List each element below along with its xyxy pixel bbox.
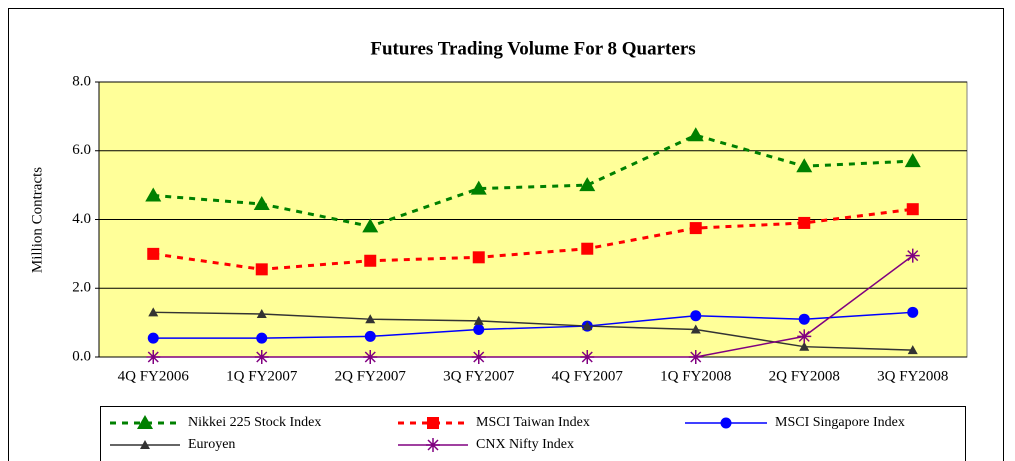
- marker: [579, 177, 596, 192]
- marker: [148, 307, 159, 317]
- legend-label: Euroyen: [188, 437, 235, 452]
- marker: [254, 350, 269, 364]
- marker: [473, 315, 484, 325]
- y-tick-label: 2.0: [72, 280, 91, 296]
- marker: [906, 203, 919, 216]
- marker: [147, 332, 159, 344]
- marker: [363, 350, 378, 364]
- marker: [580, 350, 595, 364]
- marker: [362, 218, 379, 233]
- x-tick-label: 2Q FY2007: [335, 368, 407, 384]
- marker: [256, 309, 267, 319]
- series-line: [153, 133, 913, 228]
- marker: [145, 187, 162, 202]
- y-tick-label: 8.0: [72, 73, 91, 89]
- x-tick-label: 1Q FY2007: [226, 368, 298, 384]
- marker: [365, 314, 376, 324]
- marker: [364, 254, 377, 267]
- series-line: [153, 311, 913, 339]
- y-tick-label: 4.0: [72, 211, 91, 227]
- marker: [472, 251, 485, 264]
- marker: [146, 350, 161, 364]
- x-tick-label: 2Q FY2008: [769, 368, 840, 384]
- x-tick-label: 4Q FY2006: [118, 368, 190, 384]
- marker: [140, 440, 150, 449]
- series-line: [153, 207, 913, 271]
- marker: [907, 345, 918, 355]
- marker: [907, 306, 919, 318]
- marker: [904, 153, 921, 168]
- marker: [256, 332, 268, 344]
- marker: [471, 350, 486, 364]
- marker: [690, 324, 701, 334]
- marker: [798, 216, 811, 229]
- legend: [100, 406, 966, 461]
- legend-label: MSCI Taiwan Index: [476, 415, 590, 430]
- marker: [687, 127, 704, 142]
- marker: [255, 263, 268, 276]
- marker: [253, 196, 270, 211]
- series-line: [153, 311, 913, 351]
- y-tick-label: 0.0: [72, 348, 91, 364]
- marker: [427, 417, 439, 429]
- marker: [796, 158, 813, 173]
- marker: [426, 438, 440, 452]
- series-line: [153, 254, 914, 358]
- marker: [582, 321, 593, 331]
- marker: [137, 415, 153, 429]
- marker: [688, 350, 703, 364]
- legend-label: Nikkei 225 Stock Index: [188, 415, 321, 430]
- legend-label: MSCI Singapore Index: [775, 415, 905, 430]
- y-axis-label: Million Contracts: [29, 167, 45, 273]
- legend-label: CNX Nifty Index: [476, 437, 574, 452]
- x-tick-label: 3Q FY2007: [443, 368, 515, 384]
- marker: [797, 329, 812, 344]
- marker: [799, 341, 810, 351]
- marker: [690, 310, 702, 322]
- marker: [689, 222, 702, 235]
- marker: [364, 330, 376, 342]
- x-tick-label: 3Q FY2008: [877, 368, 948, 384]
- marker: [798, 313, 810, 325]
- marker: [470, 180, 487, 195]
- marker: [905, 248, 920, 263]
- x-tick-label: 1Q FY2008: [660, 368, 731, 384]
- marker: [581, 242, 594, 255]
- chart-title: Futures Trading Volume For 8 Quarters: [370, 38, 695, 59]
- marker: [720, 417, 732, 429]
- marker: [147, 247, 160, 260]
- marker: [473, 324, 485, 335]
- y-tick-label: 6.0: [72, 142, 91, 158]
- x-tick-label: 4Q FY2007: [552, 368, 624, 384]
